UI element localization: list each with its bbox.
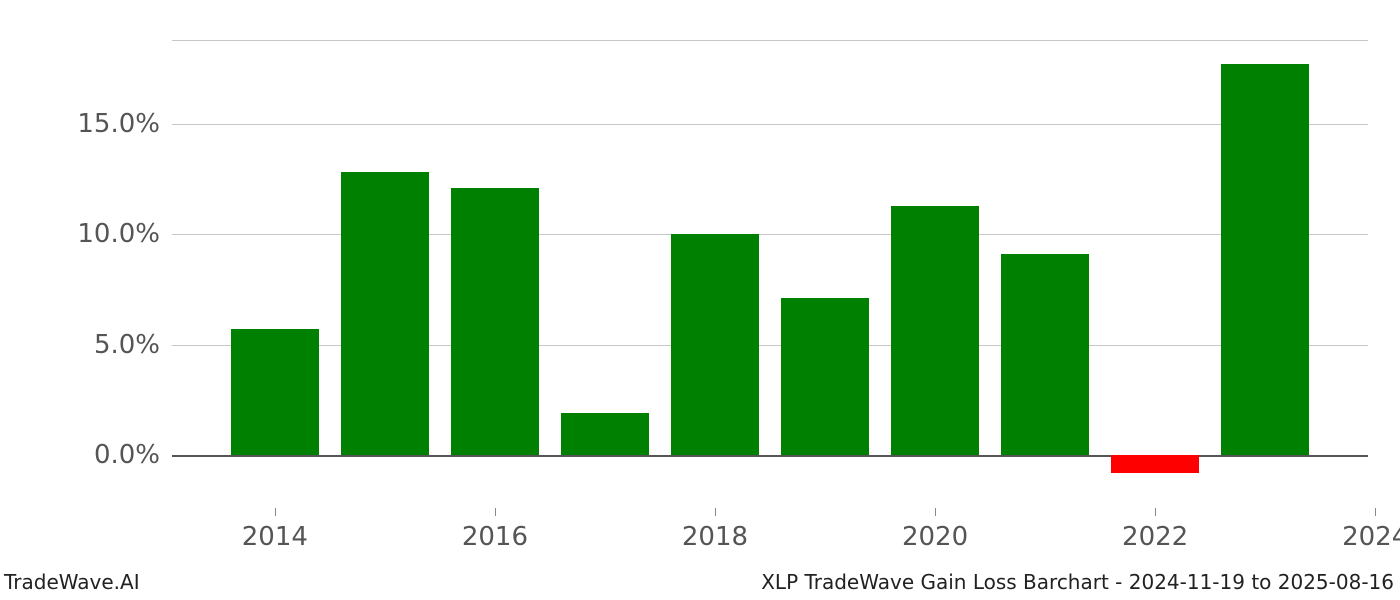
y-tick-label: 10.0% (77, 219, 172, 249)
y-tick-label: 0.0% (94, 440, 172, 470)
bar (1111, 455, 1199, 473)
y-tick-label: 15.0% (77, 109, 172, 139)
x-tick-label: 2014 (242, 508, 308, 552)
chart-container: 0.0% 5.0% 10.0% 15.0% 2014 2016 2018 2020 2022 20… (0, 0, 1400, 600)
y-tick-label: 5.0% (94, 330, 172, 360)
footer-right-text: XLP TradeWave Gain Loss Barchart - 2024-… (761, 570, 1394, 594)
x-tick-label: 2022 (1122, 508, 1188, 552)
bar (1001, 254, 1089, 455)
bar (781, 298, 869, 455)
bar (341, 172, 429, 455)
bar (451, 188, 539, 455)
x-tick-label: 2018 (682, 508, 748, 552)
gridline (172, 124, 1368, 125)
x-tick-label: 2016 (462, 508, 528, 552)
bar (561, 413, 649, 455)
bar (231, 329, 319, 455)
x-tick-label: 2024 (1342, 508, 1400, 552)
bar (671, 234, 759, 455)
bar (891, 206, 979, 455)
bar (1221, 64, 1309, 455)
plot-area: 0.0%5.0%10.0%15.0%2014201620182020202220… (172, 40, 1368, 508)
x-tick-label: 2020 (902, 508, 968, 552)
footer-left-text: TradeWave.AI (4, 570, 140, 594)
plot-top-border (172, 40, 1368, 41)
